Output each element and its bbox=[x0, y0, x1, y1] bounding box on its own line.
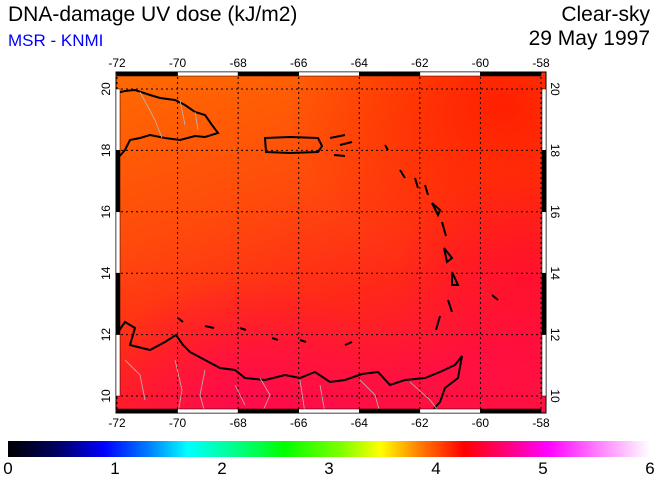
colorbar-label: 2 bbox=[217, 459, 227, 478]
lat-tick-right: 16 bbox=[548, 205, 562, 219]
frame-bar bbox=[116, 71, 178, 77]
coast-south-america bbox=[115, 320, 463, 414]
frame-bar bbox=[115, 272, 121, 335]
frame-bar bbox=[419, 71, 481, 77]
lon-tick-top: -62 bbox=[411, 56, 429, 70]
colorbar-label: 5 bbox=[538, 459, 548, 478]
lat-tick-right: 20 bbox=[548, 82, 562, 96]
frame-bar bbox=[115, 334, 121, 397]
dose-field bbox=[116, 72, 546, 413]
credit-label: MSR - KNMI bbox=[8, 31, 104, 50]
graticule bbox=[116, 72, 546, 413]
lon-tick-bottom: -62 bbox=[411, 416, 429, 430]
colorbar bbox=[8, 441, 650, 457]
frame-bar bbox=[541, 211, 547, 274]
frame-bar bbox=[541, 150, 547, 213]
lon-tick-top: -68 bbox=[229, 56, 247, 70]
frame-bar bbox=[359, 71, 421, 77]
lon-tick-top: -72 bbox=[108, 56, 126, 70]
lat-tick-left: 12 bbox=[99, 328, 113, 342]
borders bbox=[124, 91, 441, 414]
colorbar-label: 6 bbox=[645, 459, 655, 478]
lon-tick-bottom: -72 bbox=[108, 416, 126, 430]
colorbar-label: 3 bbox=[324, 459, 334, 478]
frame-bar bbox=[359, 408, 421, 414]
frame-bar bbox=[115, 150, 121, 213]
frame-bar bbox=[115, 88, 121, 151]
lon-tick-top: -70 bbox=[169, 56, 187, 70]
frame-bar bbox=[298, 408, 360, 414]
frame-bar bbox=[115, 211, 121, 274]
lon-tick-top: -64 bbox=[351, 56, 369, 70]
frame-bar bbox=[298, 71, 360, 77]
coast-islands-small bbox=[177, 317, 353, 346]
lat-tick-left: 14 bbox=[99, 266, 113, 280]
lat-tick-right: 14 bbox=[548, 267, 562, 281]
coast-lesser-antilles bbox=[384, 144, 499, 331]
frame-bar bbox=[541, 272, 547, 335]
lon-tick-bottom: -70 bbox=[169, 416, 187, 430]
frame-bars bbox=[115, 71, 547, 414]
lat-tick-right: 18 bbox=[548, 144, 562, 158]
lon-tick-top: -66 bbox=[290, 56, 308, 70]
lon-tick-top: -60 bbox=[472, 56, 490, 70]
date-label: 29 May 1997 bbox=[528, 27, 650, 50]
frame-bar bbox=[541, 334, 547, 397]
lat-tick-right: 12 bbox=[548, 328, 562, 342]
lon-tick-bottom: -68 bbox=[229, 416, 247, 430]
lon-tick-bottom: -58 bbox=[532, 416, 550, 430]
frame-bar bbox=[237, 71, 299, 77]
lon-tick-bottom: -64 bbox=[351, 416, 369, 430]
coast-hispaniola bbox=[115, 88, 220, 159]
coastlines bbox=[115, 88, 499, 414]
lon-tick-bottom: -60 bbox=[472, 416, 490, 430]
lat-tick-left: 18 bbox=[99, 143, 113, 157]
lat-tick-left: 16 bbox=[99, 205, 113, 219]
frame-bar bbox=[116, 408, 178, 414]
frame-bar bbox=[177, 71, 239, 77]
lat-tick-left: 10 bbox=[99, 389, 113, 403]
coast-puerto-rico bbox=[263, 135, 324, 155]
map-title: DNA-damage UV dose (kJ/m2) bbox=[8, 3, 298, 26]
frame-bar bbox=[541, 88, 547, 151]
coast-virgin-islands bbox=[329, 134, 353, 157]
colorbar-label: 0 bbox=[3, 459, 13, 478]
colorbar-label: 1 bbox=[110, 459, 120, 478]
lat-tick-left: 20 bbox=[99, 82, 113, 96]
frame-bar bbox=[177, 408, 239, 414]
frame-bar bbox=[480, 408, 542, 414]
sky-condition-label: Clear-sky bbox=[561, 3, 650, 26]
frame-bar bbox=[480, 71, 542, 77]
colorbar-label: 4 bbox=[431, 459, 441, 478]
frame-bar bbox=[419, 408, 481, 414]
lon-tick-top: -58 bbox=[532, 56, 550, 70]
lon-tick-bottom: -66 bbox=[290, 416, 308, 430]
frame-bar bbox=[237, 408, 299, 414]
lat-tick-right: 10 bbox=[548, 389, 562, 403]
tick-labels: -72 -72 -70 -70 -68 -68 -66 -66 -64 -64 -62 -62 -60 -… bbox=[99, 56, 562, 430]
